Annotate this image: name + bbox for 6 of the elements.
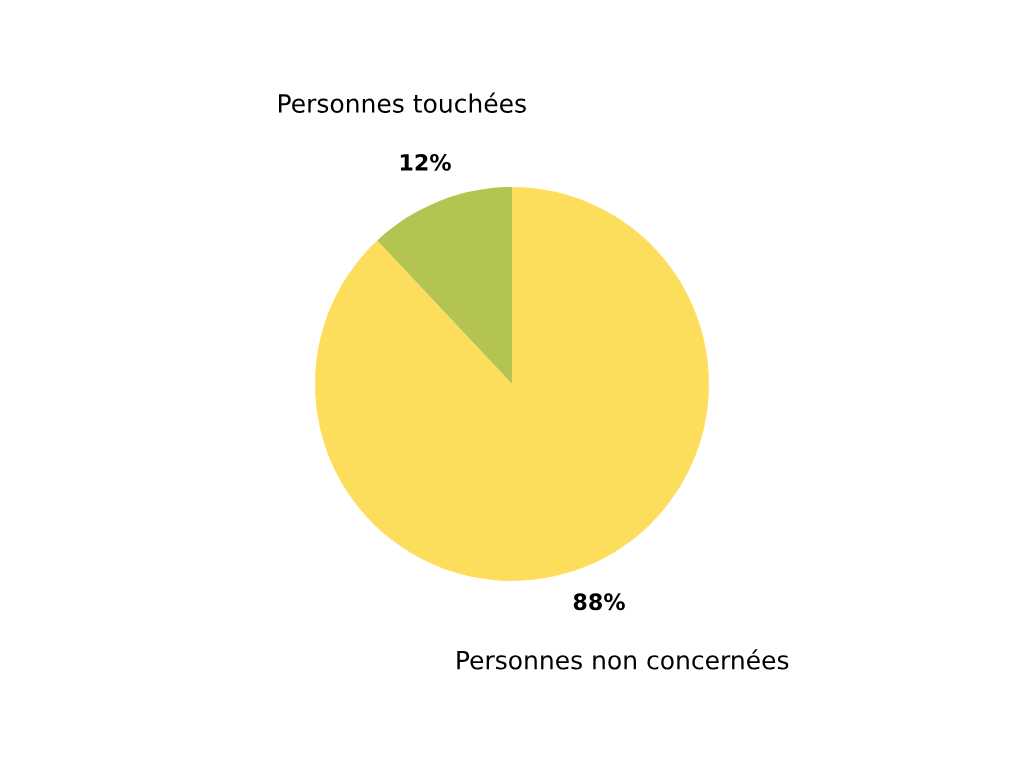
slice-label: Personnes touchées (279, 92, 526, 113)
pie-slice (377, 187, 512, 384)
data-label: 88% (573, 593, 625, 611)
data-label: 12% (400, 153, 451, 171)
slice-label: Personnes non concernées (457, 649, 789, 670)
pie-slice (315, 187, 709, 581)
